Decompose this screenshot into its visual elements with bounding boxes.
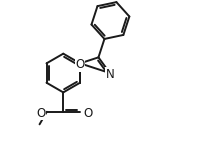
Text: N: N [105,68,114,81]
Text: O: O [75,58,85,71]
Text: O: O [83,107,92,120]
Text: O: O [37,107,46,120]
